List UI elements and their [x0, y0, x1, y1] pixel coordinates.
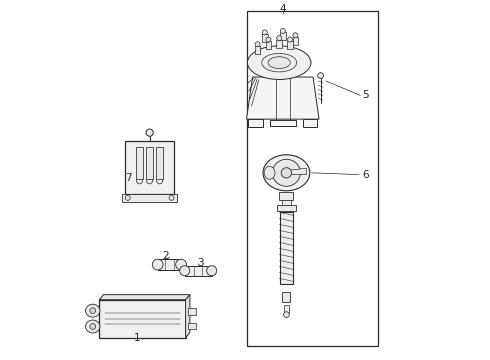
Text: 4: 4 [279, 4, 286, 14]
Ellipse shape [176, 259, 187, 270]
Ellipse shape [262, 53, 296, 72]
Bar [303, 119, 318, 127]
Circle shape [125, 195, 130, 200]
Circle shape [262, 30, 268, 35]
Circle shape [277, 36, 282, 41]
Text: 5: 5 [362, 90, 369, 100]
Polygon shape [99, 294, 190, 300]
Bar [280, 32, 286, 40]
Bar [277, 205, 296, 211]
Bar [247, 11, 378, 346]
Ellipse shape [263, 155, 310, 191]
Bar [279, 192, 294, 200]
Bar [156, 147, 163, 179]
Bar [282, 292, 291, 302]
Text: 3: 3 [196, 258, 203, 268]
Circle shape [280, 28, 285, 33]
Circle shape [169, 195, 174, 200]
Bar [282, 200, 291, 207]
Ellipse shape [264, 166, 275, 179]
Bar [284, 305, 289, 313]
Bar [266, 41, 271, 49]
Bar [287, 41, 293, 49]
Bar [262, 34, 268, 42]
Bar [188, 308, 196, 315]
Ellipse shape [86, 304, 100, 317]
Circle shape [266, 37, 271, 42]
Circle shape [318, 73, 323, 78]
Text: 7: 7 [124, 173, 131, 183]
Bar [125, 141, 174, 194]
Ellipse shape [180, 266, 190, 276]
Bar [270, 120, 296, 126]
Polygon shape [283, 168, 306, 175]
Polygon shape [186, 294, 190, 338]
Circle shape [293, 33, 298, 38]
Bar [293, 37, 298, 45]
Bar [147, 147, 153, 179]
Bar [255, 46, 261, 54]
Text: 2: 2 [163, 251, 169, 261]
Circle shape [90, 308, 96, 314]
Bar [248, 119, 263, 127]
Circle shape [281, 168, 292, 178]
Circle shape [284, 312, 289, 318]
Polygon shape [246, 77, 319, 119]
Ellipse shape [86, 320, 100, 333]
Ellipse shape [207, 266, 217, 276]
Ellipse shape [268, 57, 290, 68]
Circle shape [255, 42, 260, 47]
Bar [280, 212, 293, 284]
Bar [158, 259, 181, 270]
Text: 1: 1 [134, 333, 140, 343]
Bar [122, 194, 177, 202]
Bar [99, 300, 186, 338]
Bar [185, 266, 212, 276]
Ellipse shape [152, 259, 163, 270]
Ellipse shape [272, 159, 300, 186]
Circle shape [146, 129, 153, 136]
Text: 6: 6 [362, 170, 369, 180]
Bar [276, 40, 282, 48]
Circle shape [90, 324, 96, 329]
Bar [188, 323, 196, 329]
Bar [136, 147, 143, 179]
Ellipse shape [247, 46, 311, 80]
Circle shape [288, 37, 293, 42]
